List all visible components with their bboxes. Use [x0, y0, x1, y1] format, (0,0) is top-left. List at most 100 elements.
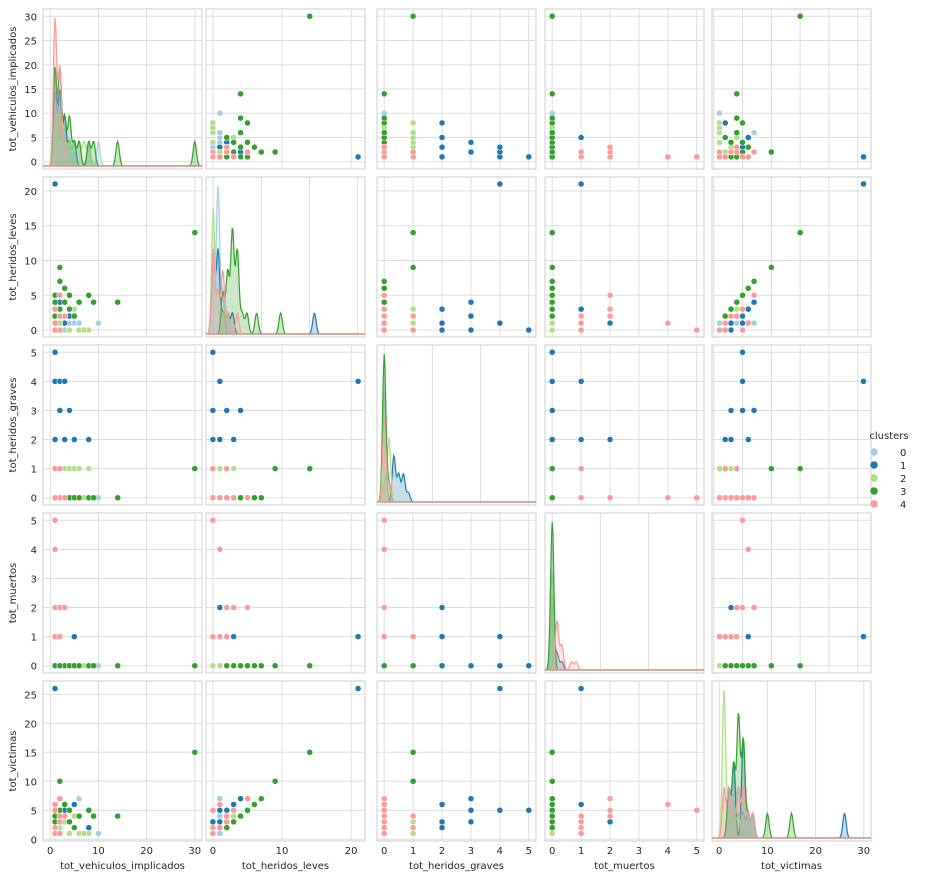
- panel-frame: [42, 680, 203, 842]
- scatter-point: [716, 662, 723, 669]
- scatter-point: [739, 292, 746, 299]
- panel-frame: [544, 176, 705, 338]
- y-tick-label: 3: [31, 574, 37, 585]
- scatter-point: [209, 807, 217, 814]
- scatter-point: [61, 285, 68, 292]
- scatter-point: [409, 662, 417, 669]
- scatter-point: [525, 662, 533, 669]
- scatter-point: [306, 13, 313, 20]
- scatter-point: [548, 812, 556, 820]
- scatter-point: [209, 517, 217, 524]
- scatter-point: [768, 148, 775, 156]
- scatter-point: [56, 264, 64, 271]
- y-axis-label: tot_heridos_graves: [8, 378, 19, 473]
- scatter-point: [380, 285, 388, 292]
- scatter-point: [66, 326, 73, 334]
- scatter-point: [71, 633, 78, 640]
- scatter-point: [727, 139, 735, 146]
- scatter-point: [56, 278, 64, 285]
- scatter-point: [548, 285, 556, 292]
- panel-tot_heridos_leves-vs-tot_victimas: [711, 176, 872, 338]
- panel-tot_muertos-vs-tot_muertos: [544, 512, 705, 674]
- scatter-point: [409, 830, 417, 837]
- scatter-point: [409, 229, 417, 236]
- scatter-point: [606, 436, 614, 443]
- y-tick-label: 10: [24, 256, 37, 267]
- scatter-point: [216, 604, 224, 611]
- scatter-point: [577, 685, 585, 692]
- scatter-point: [51, 298, 59, 306]
- scatter-point: [548, 749, 556, 756]
- scatter-point: [114, 298, 121, 306]
- scatter-point: [467, 139, 475, 146]
- scatter-point: [85, 824, 93, 831]
- scatter-point: [577, 830, 585, 837]
- scatter-point: [75, 795, 83, 802]
- panel-tot_vehiculos_implicados-vs-tot_victimas: [711, 8, 872, 170]
- scatter-point: [244, 604, 251, 611]
- scatter-point: [733, 494, 741, 501]
- scatter-point: [66, 807, 73, 814]
- legend-entry-4: 4: [869, 499, 906, 511]
- scatter-point: [722, 134, 729, 141]
- scatter-point: [716, 465, 723, 472]
- scatter-point: [739, 153, 746, 161]
- panel-frame: [544, 512, 705, 674]
- scatter-point: [380, 153, 388, 161]
- scatter-point: [496, 633, 504, 640]
- scatter-point: [380, 326, 388, 334]
- scatter-point: [438, 801, 446, 808]
- scatter-point: [380, 795, 388, 802]
- scatter-point: [577, 305, 585, 313]
- x-axis-label: tot_heridos_graves: [409, 861, 504, 872]
- scatter-point: [230, 139, 237, 146]
- scatter-point: [237, 143, 244, 151]
- scatter-point: [768, 264, 775, 271]
- scatter-point: [438, 305, 446, 313]
- scatter-point: [75, 812, 83, 820]
- scatter-point: [191, 662, 199, 669]
- scatter-point: [727, 604, 735, 611]
- scatter-point: [733, 148, 741, 156]
- scatter-point: [496, 807, 504, 814]
- scatter-point: [438, 319, 446, 327]
- y-tick-label: 25: [24, 690, 37, 701]
- scatter-point: [66, 830, 73, 837]
- scatter-point: [716, 109, 723, 117]
- scatter-point: [860, 378, 867, 385]
- scatter-point: [467, 807, 475, 814]
- scatter-point: [860, 153, 867, 161]
- scatter-point: [230, 494, 237, 501]
- scatter-point: [496, 319, 504, 327]
- scatter-point: [209, 465, 217, 472]
- scatter-point: [577, 436, 585, 443]
- panel-frame: [711, 176, 872, 338]
- scatter-point: [606, 795, 614, 802]
- legend-entry-3: 3: [869, 486, 906, 498]
- scatter-point: [271, 778, 279, 785]
- x-tick-label: 0: [210, 846, 216, 857]
- x-tick-label: 0: [716, 846, 722, 857]
- scatter-point: [209, 153, 217, 161]
- scatter-point: [216, 633, 224, 640]
- scatter-point: [548, 278, 556, 285]
- y-axis-label: tot_muertos: [8, 563, 19, 624]
- y-tick-label: 5: [31, 806, 37, 817]
- scatter-point: [577, 180, 585, 188]
- scatter-point: [223, 134, 230, 141]
- scatter-point: [409, 129, 417, 136]
- scatter-point: [693, 326, 701, 334]
- panel-tot_muertos-vs-tot_heridos_graves: [376, 512, 537, 674]
- scatter-point: [230, 633, 237, 640]
- scatter-point: [716, 124, 723, 132]
- scatter-point: [306, 749, 313, 756]
- scatter-point: [727, 494, 735, 501]
- scatter-point: [237, 129, 244, 136]
- scatter-point: [693, 807, 701, 814]
- scatter-point: [51, 685, 59, 692]
- scatter-point: [75, 662, 83, 669]
- scatter-point: [664, 494, 672, 501]
- scatter-point: [209, 494, 217, 501]
- scatter-point: [438, 662, 446, 669]
- panel-frame: [711, 512, 872, 674]
